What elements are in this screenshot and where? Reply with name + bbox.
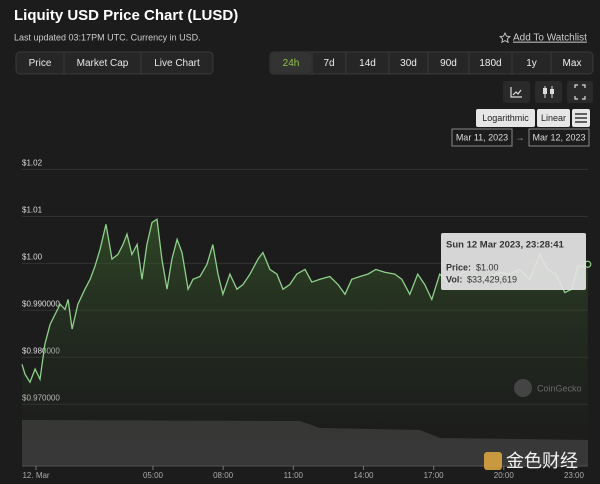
tooltip-price: $1.00 bbox=[476, 262, 499, 272]
tab-label[interactable]: Market Cap bbox=[77, 58, 129, 69]
range-label[interactable]: 30d bbox=[400, 58, 417, 69]
y-tick-label: $0.990000 bbox=[22, 299, 60, 308]
tooltip-vol: $33,429,619 bbox=[467, 274, 517, 284]
last-updated: Last updated 03:17PM UTC. Currency in US… bbox=[14, 32, 201, 42]
x-tick-label: 05:00 bbox=[143, 471, 164, 480]
jinse-watermark: 金色财经 bbox=[506, 451, 578, 471]
y-tick-label: $1.01 bbox=[22, 205, 43, 214]
range-label[interactable]: 14d bbox=[359, 58, 376, 69]
date-arrow: → bbox=[516, 132, 525, 142]
range-label[interactable]: 180d bbox=[479, 58, 501, 69]
tab-label[interactable]: Price bbox=[29, 58, 52, 69]
x-tick-label: 14:00 bbox=[353, 471, 374, 480]
range-active bbox=[271, 53, 311, 73]
range-label[interactable]: 24h bbox=[283, 58, 300, 69]
chart-icons bbox=[503, 81, 593, 127]
page-title: Liquity USD Price Chart (LUSD) bbox=[14, 7, 238, 24]
date-input[interactable] bbox=[528, 128, 590, 147]
fullscreen-icon bbox=[574, 84, 586, 100]
tooltip-box bbox=[441, 233, 586, 290]
x-tick-label: 17:00 bbox=[424, 471, 445, 480]
x-tick-label: 23:00 bbox=[564, 471, 585, 480]
range-label[interactable]: 1y bbox=[526, 58, 537, 69]
scale-button[interactable] bbox=[537, 109, 570, 127]
x-tick-label: 11:00 bbox=[284, 471, 304, 480]
date-input[interactable] bbox=[451, 128, 513, 147]
coingecko-watermark: CoinGecko bbox=[514, 379, 582, 397]
tab-label[interactable]: Live Chart bbox=[154, 58, 200, 69]
coingecko-logo bbox=[514, 379, 532, 397]
date-text[interactable]: Mar 11, 2023 bbox=[456, 132, 508, 142]
line-icon bbox=[510, 87, 522, 98]
tooltip-vol-label: Vol: bbox=[446, 274, 462, 284]
range-label[interactable]: Max bbox=[563, 58, 582, 69]
price-area bbox=[22, 219, 588, 466]
x-tick-label: 08:00 bbox=[213, 471, 234, 480]
range-group bbox=[269, 51, 594, 75]
scale-button-label[interactable]: Linear bbox=[541, 113, 566, 123]
tab-group bbox=[15, 51, 214, 75]
scale-button-label[interactable]: Logarithmic bbox=[482, 113, 529, 123]
candle-icon bbox=[550, 89, 554, 94]
fullscreen-button[interactable] bbox=[567, 81, 593, 103]
x-tick-label: 20:00 bbox=[494, 471, 515, 480]
jinse-logo bbox=[484, 452, 502, 470]
chart: $0.970000$0.980000$0.990000$1.00$1.01$1.… bbox=[21, 159, 592, 480]
watermark-text: CoinGecko bbox=[537, 383, 582, 393]
x-tick-label: 12. Mar bbox=[22, 471, 49, 480]
date-text[interactable]: Mar 12, 2023 bbox=[532, 132, 585, 142]
tooltip-time: Sun 12 Mar 2023, 23:28:41 bbox=[446, 240, 564, 251]
y-tick-label: $1.02 bbox=[22, 159, 43, 168]
star-icon[interactable] bbox=[499, 31, 511, 44]
y-tick-label: $1.00 bbox=[22, 252, 43, 261]
scale-button[interactable] bbox=[476, 109, 535, 127]
candle-chart-button[interactable] bbox=[535, 81, 562, 103]
menu-icon bbox=[575, 113, 587, 123]
watchlist-link[interactable]: Add To Watchlist bbox=[513, 33, 587, 44]
y-tick-label: $0.980000 bbox=[22, 346, 60, 355]
range-label[interactable]: 90d bbox=[440, 58, 457, 69]
range-label[interactable]: 7d bbox=[323, 58, 334, 69]
tooltip-price-label: Price: bbox=[446, 262, 471, 272]
candle-icon bbox=[543, 88, 547, 94]
